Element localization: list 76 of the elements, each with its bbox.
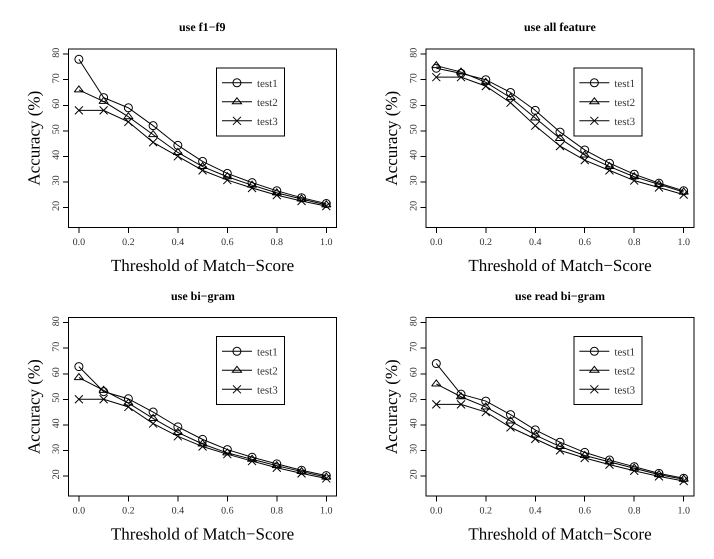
- y-tick-label: 70: [50, 342, 62, 352]
- x-tick-label: 0.8: [270, 236, 284, 248]
- legend-label: test1: [256, 346, 278, 359]
- y-tick-label: 30: [50, 444, 62, 454]
- x-tick-label: 1.0: [320, 236, 333, 248]
- y-tick-label: 40: [408, 418, 420, 428]
- chart-title: use read bi−gram: [515, 289, 605, 303]
- chart-title: use f1−f9: [179, 20, 226, 34]
- y-tick-label: 60: [408, 98, 420, 109]
- x-tick-label: 0.4: [172, 505, 184, 516]
- y-tick-label: 40: [50, 418, 62, 428]
- x-axis-title: Threshold of Match−Score: [110, 524, 294, 544]
- y-tick-label: 80: [408, 316, 420, 326]
- legend-label: test2: [614, 366, 636, 378]
- legend-label: test3: [614, 116, 636, 128]
- legend-label: test1: [256, 78, 278, 90]
- x-tick-label: 0.4: [529, 236, 542, 248]
- y-tick-label: 20: [408, 200, 420, 211]
- y-tick-label: 50: [408, 124, 420, 134]
- x-tick-label: 0.6: [578, 505, 591, 516]
- legend-label: test3: [256, 384, 278, 397]
- y-tick-label: 20: [50, 200, 62, 211]
- x-tick-label: 0.4: [529, 505, 542, 516]
- legend-label: test2: [614, 97, 636, 110]
- y-tick-label: 40: [408, 150, 420, 160]
- x-tick-label: 0.8: [628, 236, 640, 248]
- y-tick-label: 60: [50, 367, 62, 378]
- x-axis-title: Threshold of Match−Score: [468, 524, 652, 544]
- x-tick-label: 0.0: [72, 236, 86, 248]
- y-tick-label: 50: [50, 392, 62, 403]
- x-tick-label: 1.0: [320, 505, 333, 516]
- y-tick-label: 20: [50, 469, 62, 480]
- y-tick-label: 40: [50, 150, 62, 160]
- x-tick-label: 0.2: [122, 236, 135, 248]
- y-tick-label: 50: [50, 124, 62, 134]
- x-tick-label: 0.6: [578, 236, 591, 248]
- x-tick-label: 0.6: [221, 236, 234, 248]
- legend-label: test3: [256, 116, 278, 128]
- y-axis-title: Accuracy (%): [24, 90, 44, 186]
- x-tick-label: 0.2: [122, 505, 135, 516]
- x-tick-label: 0.0: [430, 236, 443, 248]
- y-tick-label: 80: [408, 48, 420, 58]
- chart-title: use all feature: [524, 20, 596, 34]
- x-tick-label: 1.0: [677, 505, 690, 516]
- y-tick-label: 80: [50, 48, 62, 58]
- x-tick-label: 0.0: [72, 505, 86, 516]
- y-tick-label: 60: [50, 98, 62, 109]
- chart-title: use bi−gram: [171, 289, 235, 303]
- legend-label: test2: [256, 97, 278, 110]
- y-tick-label: 60: [408, 367, 420, 378]
- x-tick-label: 0.8: [628, 505, 640, 516]
- legend-label: test2: [256, 366, 278, 378]
- y-tick-label: 30: [50, 175, 62, 186]
- y-tick-label: 70: [50, 73, 62, 84]
- y-tick-label: 30: [408, 175, 420, 186]
- x-tick-label: 0.2: [480, 505, 492, 516]
- x-axis-title: Threshold of Match−Score: [110, 256, 294, 276]
- x-axis-title: Threshold of Match−Score: [468, 256, 652, 276]
- x-tick-label: 0.4: [172, 236, 184, 248]
- y-axis-title: Accuracy (%): [382, 359, 401, 454]
- x-tick-label: 0.2: [480, 236, 492, 248]
- x-tick-label: 0.8: [270, 505, 284, 516]
- y-tick-label: 20: [408, 469, 420, 480]
- y-tick-label: 70: [408, 342, 420, 352]
- y-axis-title: Accuracy (%): [382, 90, 401, 186]
- y-tick-label: 80: [50, 316, 62, 326]
- legend-label: test1: [614, 346, 636, 359]
- x-tick-label: 0.6: [221, 505, 234, 516]
- y-axis-title: Accuracy (%): [24, 359, 44, 454]
- y-tick-label: 70: [408, 73, 420, 84]
- y-tick-label: 50: [408, 392, 420, 403]
- x-tick-label: 1.0: [677, 236, 690, 248]
- legend-label: test3: [614, 384, 636, 397]
- legend-label: test1: [614, 78, 636, 90]
- x-tick-label: 0.0: [430, 505, 443, 516]
- y-tick-label: 30: [408, 444, 420, 454]
